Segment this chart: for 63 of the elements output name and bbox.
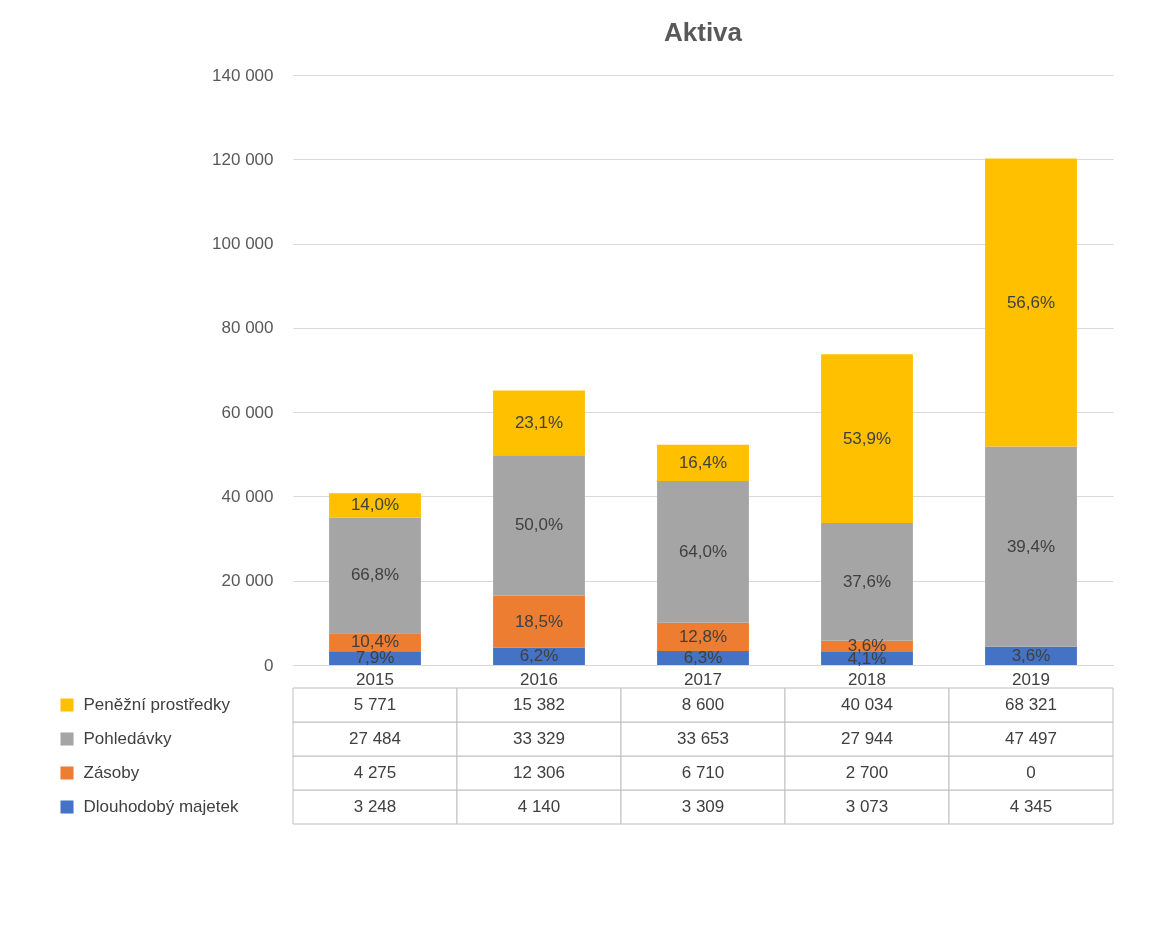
- bar: [493, 595, 585, 648]
- annotation: 56,6%: [1006, 292, 1056, 312]
- y-tick-label: 0: [264, 655, 274, 675]
- annotation: 50,0%: [514, 515, 564, 535]
- data-label: 3 309: [681, 797, 725, 816]
- chart-title: Aktiva: [663, 17, 743, 47]
- data-label: 3 073: [845, 797, 889, 816]
- data-label: 2 700: [845, 763, 889, 782]
- annotation: 6,2%: [519, 646, 559, 666]
- annotation: 37,6%: [842, 571, 892, 591]
- x-tick-label: 2015: [356, 669, 394, 689]
- data-label: 0: [1026, 763, 1036, 782]
- legend-label: Dlouhodobý majetek: [83, 797, 239, 816]
- data-label: 27 944: [841, 729, 893, 748]
- bar: [821, 354, 913, 523]
- bar: [329, 517, 421, 634]
- data-label: 5 771: [353, 695, 397, 714]
- data-label: 6 710: [681, 763, 725, 782]
- annotation: 16,4%: [678, 452, 728, 472]
- annotation: 3,6%: [1011, 645, 1051, 665]
- bar: [493, 455, 585, 596]
- y-tick-label: 80 000: [221, 318, 274, 338]
- bar: [985, 158, 1077, 447]
- data-label: 4 345: [1009, 797, 1053, 816]
- data-label: 40 034: [841, 695, 893, 714]
- annotation: 14,0%: [350, 495, 400, 515]
- data-label: 3 248: [353, 797, 397, 816]
- annotation: 6,3%: [683, 648, 723, 668]
- annotation: 18,5%: [514, 611, 564, 631]
- annotation: 53,9%: [842, 428, 892, 448]
- data-label: 47 497: [1005, 729, 1057, 748]
- y-tick-label: 60 000: [221, 402, 274, 422]
- legend-label: Pohledávky: [83, 729, 172, 748]
- data-label: 68 321: [1005, 695, 1057, 714]
- x-tick-label: 2018: [848, 669, 886, 689]
- bar: [985, 446, 1077, 647]
- x-tick-label: 2016: [520, 669, 558, 689]
- data-label: 27 484: [349, 729, 401, 748]
- data-label: 4 275: [353, 763, 397, 782]
- bar: [821, 522, 913, 641]
- data-label: 33 653: [677, 729, 729, 748]
- y-tick-label: 100 000: [212, 234, 274, 254]
- data-label: 4 140: [517, 797, 561, 816]
- annotation: 23,1%: [514, 412, 564, 432]
- data-label: 8 600: [681, 695, 725, 714]
- legend-label: Peněžní prostředky: [83, 695, 231, 714]
- annotation: 66,8%: [350, 565, 400, 585]
- y-tick-label: 20 000: [221, 571, 274, 591]
- data-label: 15 382: [513, 695, 565, 714]
- y-tick-label: 40 000: [221, 486, 274, 506]
- bar: [657, 444, 749, 481]
- bar: [657, 480, 749, 623]
- bar: [493, 390, 585, 456]
- annotation: 64,0%: [678, 541, 728, 561]
- data-label: 33 329: [513, 729, 565, 748]
- annotation: 12,8%: [678, 626, 728, 646]
- y-tick-label: 120 000: [212, 149, 274, 169]
- data-label: 12 306: [513, 763, 565, 782]
- y-tick-label: 140 000: [212, 65, 274, 85]
- x-tick-label: 2017: [684, 669, 722, 689]
- annotation: 39,4%: [1006, 536, 1056, 556]
- x-tick-label: 2019: [1012, 669, 1050, 689]
- legend-label: Zásoby: [83, 763, 140, 782]
